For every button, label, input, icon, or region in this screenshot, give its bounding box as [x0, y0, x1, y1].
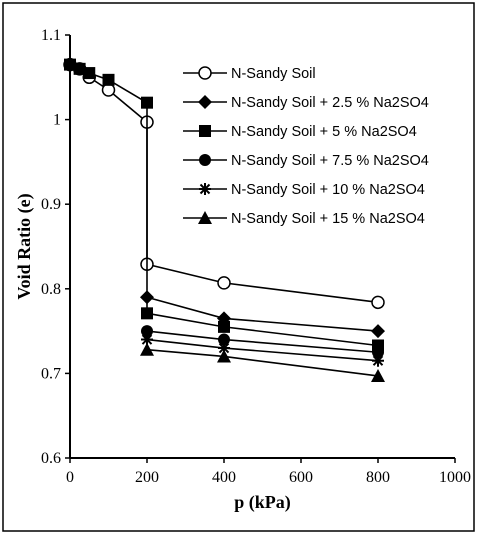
- legend-label: N-Sandy Soil + 7.5 % Na2SO4: [231, 153, 429, 169]
- legend-item: N-Sandy Soil + 2.5 % Na2SO4: [183, 95, 429, 111]
- series-5: [141, 333, 384, 367]
- data-point: [73, 62, 86, 75]
- data-point: [102, 73, 115, 86]
- legend-marker: [198, 211, 212, 224]
- series-4: [141, 325, 384, 359]
- y-tick-label: 1: [53, 112, 61, 129]
- legend-marker: [199, 154, 211, 166]
- series-line: [146, 296, 379, 332]
- axes: [69, 35, 455, 459]
- x-axis-title: p (kPa): [234, 492, 291, 513]
- data-point: [371, 368, 385, 382]
- data-point: [217, 276, 231, 290]
- data-point: [218, 342, 230, 355]
- data-point: [217, 349, 231, 363]
- legend-label: N-Sandy Soil: [231, 66, 316, 82]
- x-tick-label: 600: [289, 469, 313, 486]
- y-axis-ticks: 0.6 0.7 0.8 0.9 1 1.1: [41, 27, 70, 467]
- legend-item: N-Sandy Soil + 5 % Na2SO4: [183, 124, 417, 140]
- data-point: [371, 324, 385, 339]
- x-axis-ticks: 0 200 400 600 800 1000: [66, 458, 471, 486]
- legend-label: N-Sandy Soil + 10 % Na2SO4: [231, 182, 425, 198]
- legend-marker: [199, 125, 211, 137]
- y-tick-label: 1.1: [41, 27, 61, 44]
- y-tick-label: 0.8: [41, 281, 61, 298]
- y-tick-label: 0.6: [41, 450, 61, 467]
- data-point: [141, 325, 153, 338]
- data-point: [141, 96, 153, 109]
- legend-item: N-Sandy Soil + 10 % Na2SO4: [183, 182, 425, 198]
- x-tick-label: 400: [212, 469, 236, 486]
- data-point: [371, 295, 385, 310]
- data-point: [218, 333, 230, 346]
- data-point: [141, 333, 153, 346]
- data-point: [140, 342, 154, 356]
- series-line: [146, 348, 379, 377]
- legend-item: N-Sandy Soil: [183, 66, 316, 82]
- legend-label: N-Sandy Soil + 5 % Na2SO4: [231, 124, 417, 140]
- series-layer: [63, 57, 385, 382]
- data-point: [83, 67, 96, 80]
- y-tick-label: 0.9: [41, 196, 61, 213]
- x-tick-label: 200: [135, 469, 159, 486]
- legend-item: N-Sandy Soil + 15 % Na2SO4: [183, 211, 425, 227]
- legend: N-Sandy Soil N-Sandy Soil + 2.5 % Na2SO4 N…: [183, 66, 429, 227]
- legend-marker: [199, 183, 211, 195]
- y-tick-label: 0.7: [41, 365, 61, 382]
- legend-marker: [198, 95, 212, 109]
- x-tick-label: 0: [66, 469, 74, 486]
- data-point: [218, 320, 230, 333]
- x-tick-label: 1000: [439, 469, 471, 486]
- legend-label: N-Sandy Soil + 2.5 % Na2SO4: [231, 95, 429, 111]
- y-axis-title: Void Ratio (e): [14, 193, 35, 299]
- data-point: [372, 346, 384, 359]
- data-point: [141, 307, 153, 320]
- series-6: [140, 342, 385, 382]
- legend-label: N-Sandy Soil + 15 % Na2SO4: [231, 211, 425, 227]
- legend-marker: [198, 66, 212, 80]
- data-point: [372, 354, 384, 367]
- series-3: [64, 58, 384, 352]
- data-point: [64, 58, 76, 71]
- x-tick-label: 800: [366, 469, 390, 486]
- legend-item: N-Sandy Soil + 7.5 % Na2SO4: [183, 153, 429, 169]
